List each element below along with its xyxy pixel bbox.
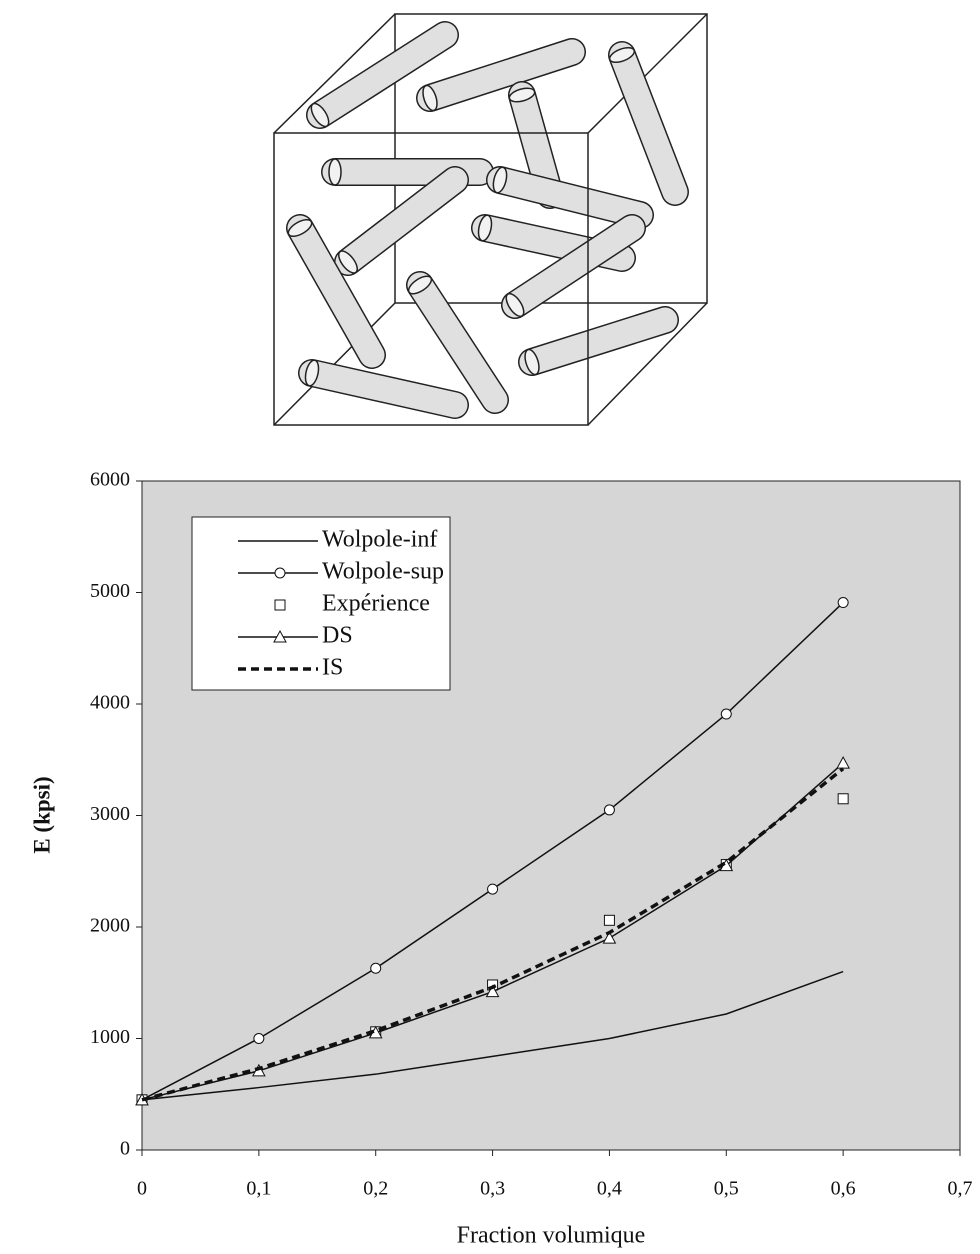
fiber-cube-diagram: [273, 13, 708, 426]
y-tick-label: 0: [120, 1138, 130, 1160]
marker-square: [837, 793, 849, 805]
fiber-body: [502, 215, 645, 318]
y-tick-label: 1000: [90, 1026, 130, 1048]
fiber-end: [422, 84, 438, 112]
fiber-body: [487, 167, 653, 228]
legend: [191, 516, 451, 691]
marker-circle: [370, 962, 382, 974]
marker-square: [603, 914, 615, 926]
x-tick-label: 0: [137, 1178, 147, 1200]
fiber-body: [287, 215, 385, 368]
x-tick-label: 0,2: [363, 1178, 388, 1200]
marker-circle: [720, 708, 732, 720]
y-tick-label: 3000: [90, 803, 130, 825]
fiber-body: [519, 307, 678, 375]
y-tick-label: 5000: [90, 580, 130, 602]
fiber-body: [335, 167, 468, 275]
marker-triangle: [836, 756, 850, 769]
fiber-body: [299, 360, 468, 418]
marker-circle: [603, 804, 615, 816]
marker-square: [274, 599, 286, 611]
fibers: [286, 21, 689, 419]
marker-circle: [837, 597, 849, 609]
fiber-body: [307, 22, 458, 128]
fiber-end: [492, 166, 508, 194]
fiber-body: [417, 39, 585, 111]
marker-circle: [253, 1033, 265, 1044]
cube-front-face: [273, 132, 589, 426]
legend-label: Wolpole-inf: [322, 527, 437, 553]
fiber-end: [328, 158, 342, 186]
y-tick-label: 4000: [90, 692, 130, 714]
fiber-body: [609, 42, 688, 205]
x-axis-label: Fraction volumique: [457, 1223, 646, 1249]
marker-triangle: [602, 931, 617, 944]
fiber-end: [524, 348, 540, 376]
fiber-end: [477, 214, 493, 242]
x-tick-label: 0,6: [831, 1178, 856, 1200]
series-line: [141, 970, 844, 1101]
marker-triangle: [485, 984, 500, 998]
fiber-end: [505, 292, 525, 318]
x-tick-label: 0,3: [480, 1178, 505, 1200]
x-tick-label: 0,7: [948, 1178, 973, 1200]
x-tick-label: 0,5: [714, 1178, 739, 1200]
cube-edge: [587, 13, 708, 134]
fiber-end: [508, 87, 536, 103]
series-line: [141, 767, 845, 1102]
fiber-end: [287, 218, 313, 238]
fiber-body: [407, 272, 508, 413]
fiber-end: [407, 275, 433, 295]
legend-label: Expérience: [322, 591, 430, 617]
legend-label: DS: [322, 623, 353, 649]
marker-triangle: [273, 629, 287, 643]
x-tick-label: 0,1: [246, 1178, 271, 1200]
cube-edge: [273, 13, 396, 134]
fiber-end: [304, 359, 320, 387]
fiber-end: [338, 250, 358, 274]
y-tick-label: 6000: [90, 469, 130, 491]
y-tick-label: 2000: [90, 915, 130, 937]
legend-label: IS: [322, 655, 343, 681]
marker-circle: [274, 567, 286, 579]
marker-circle: [487, 883, 499, 895]
x-tick-label: 0,4: [597, 1178, 622, 1200]
legend-label: Wolpole-sup: [322, 559, 444, 585]
fiber-end: [608, 46, 636, 64]
y-axis-label: E (kpsi): [29, 776, 54, 853]
fiber-end: [310, 102, 330, 128]
cube-edge: [587, 302, 708, 426]
